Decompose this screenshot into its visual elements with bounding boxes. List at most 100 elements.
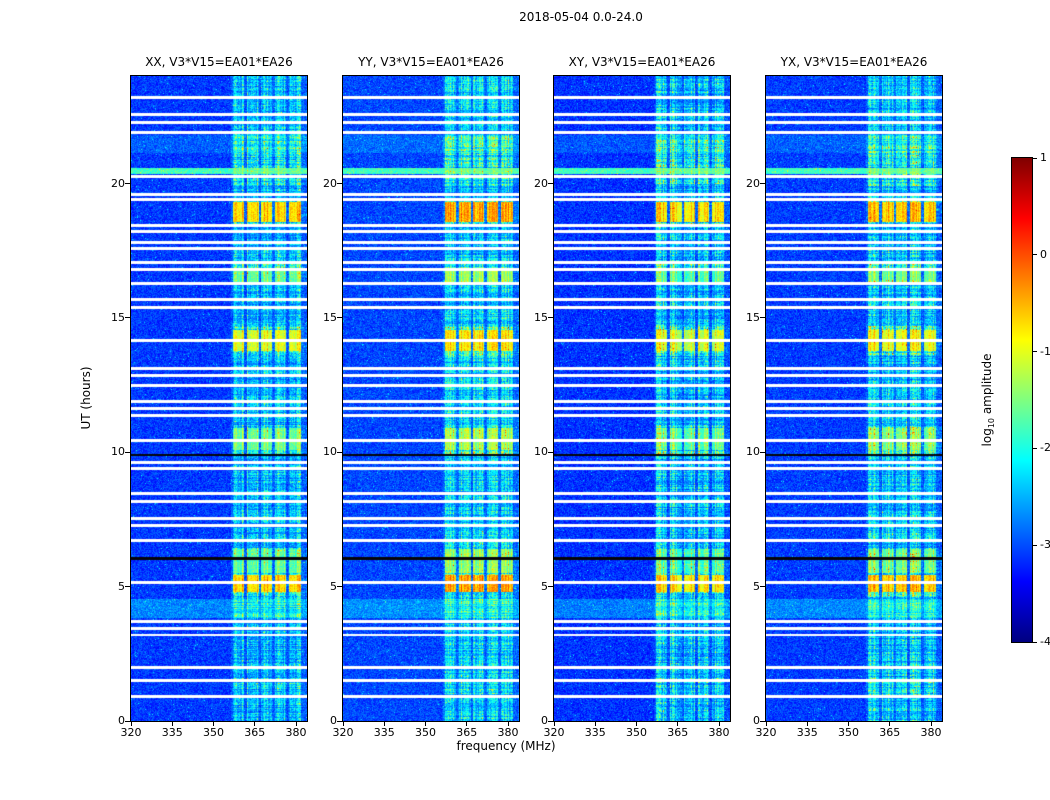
- y-tick-mark: [337, 317, 342, 319]
- y-tick-mark: [337, 451, 342, 453]
- colorbar-gradient: [1012, 158, 1032, 642]
- colorbar-tick-mark: [1033, 447, 1037, 449]
- x-tick-mark: [930, 722, 932, 726]
- y-tick-mark: [337, 720, 342, 722]
- spectrogram-canvas-yx: [766, 76, 942, 721]
- x-tick-label: 335: [373, 726, 395, 739]
- colorbar-label-prefix: log: [979, 428, 994, 447]
- x-tick-mark: [848, 722, 849, 726]
- y-tick-label: 5: [330, 579, 337, 593]
- colorbar-tick-label: -3: [1040, 538, 1050, 552]
- colorbar-tick-mark: [1033, 254, 1037, 256]
- colorbar-label-sub: 10: [987, 417, 997, 429]
- x-tick-mark: [295, 722, 297, 726]
- x-tick-mark: [677, 722, 679, 726]
- x-tick-mark: [594, 722, 596, 726]
- spectrogram-canvas-xy: [554, 76, 730, 721]
- y-tick-label: 5: [541, 579, 548, 593]
- colorbar-tick-mark: [1033, 157, 1037, 159]
- y-tick-label: 10: [323, 445, 337, 459]
- y-tick-mark: [760, 720, 765, 722]
- panel-title-yy: YY, V3*V15=EA01*EA26: [358, 55, 504, 69]
- spectrogram-panel-yx: [765, 75, 943, 722]
- y-tick-mark: [125, 317, 130, 319]
- colorbar-tick-label: 0: [1040, 247, 1047, 261]
- x-tick-label: 380: [497, 726, 519, 739]
- x-tick-label: 335: [161, 726, 183, 739]
- colorbar-label-suffix: amplitude: [979, 353, 994, 418]
- x-tick-label: 365: [879, 726, 901, 739]
- colorbar-tick-label: -4: [1040, 635, 1050, 648]
- panel-title-xy: XY, V3*V15=EA01*EA26: [568, 55, 716, 69]
- y-tick-label: 0: [753, 714, 760, 727]
- x-tick-mark: [213, 722, 214, 726]
- x-tick-label: 320: [332, 726, 354, 739]
- x-tick-label: 335: [796, 726, 818, 739]
- x-tick-label: 380: [708, 726, 730, 739]
- x-tick-label: 380: [920, 726, 942, 739]
- x-tick-mark: [889, 722, 891, 726]
- y-tick-label: 15: [746, 310, 760, 324]
- panel-title-xx: XX, V3*V15=EA01*EA26: [145, 55, 293, 69]
- x-tick-mark: [383, 722, 385, 726]
- y-tick-mark: [548, 720, 553, 722]
- y-tick-label: 15: [323, 310, 337, 324]
- y-tick-mark: [760, 586, 765, 588]
- y-tick-label: 0: [330, 714, 337, 727]
- x-axis-label: frequency (MHz): [456, 739, 556, 753]
- x-tick-mark: [806, 722, 808, 726]
- colorbar-tick-mark: [1033, 351, 1037, 353]
- y-tick-mark: [337, 586, 342, 588]
- y-tick-mark: [125, 451, 130, 453]
- y-tick-mark: [125, 183, 130, 184]
- y-tick-mark: [548, 183, 553, 184]
- y-tick-label: 20: [534, 176, 548, 190]
- y-tick-mark: [125, 586, 130, 588]
- x-tick-label: 365: [244, 726, 266, 739]
- y-tick-label: 0: [118, 714, 125, 727]
- colorbar-tick-label: 1: [1040, 151, 1047, 164]
- colorbar-label: log10 amplitude: [980, 354, 996, 447]
- spectrogram-canvas-yy: [343, 76, 519, 721]
- colorbar-tick-label: -1: [1040, 344, 1050, 358]
- x-tick-label: 350: [838, 726, 859, 739]
- colorbar-tick-label: -2: [1040, 441, 1050, 455]
- y-tick-label: 15: [534, 310, 548, 324]
- y-tick-label: 10: [746, 445, 760, 459]
- x-tick-label: 365: [456, 726, 478, 739]
- y-tick-mark: [548, 451, 553, 453]
- x-tick-mark: [718, 722, 720, 726]
- x-tick-mark: [466, 722, 468, 726]
- y-tick-label: 10: [111, 445, 125, 459]
- x-tick-mark: [553, 722, 555, 726]
- x-tick-label: 380: [285, 726, 307, 739]
- x-tick-mark: [507, 722, 509, 726]
- y-tick-mark: [760, 317, 765, 319]
- y-tick-label: 5: [753, 579, 760, 593]
- spectrogram-canvas-xx: [131, 76, 307, 721]
- x-tick-label: 365: [667, 726, 689, 739]
- x-tick-mark: [171, 722, 173, 726]
- x-tick-label: 350: [203, 726, 224, 739]
- y-tick-label: 10: [534, 445, 548, 459]
- x-tick-mark: [425, 722, 426, 726]
- y-tick-mark: [125, 720, 130, 722]
- spectrogram-panel-xy: [553, 75, 731, 722]
- y-axis-label: UT (hours): [79, 366, 93, 430]
- x-tick-label: 350: [626, 726, 647, 739]
- x-tick-mark: [765, 722, 767, 726]
- y-tick-mark: [548, 317, 553, 319]
- x-tick-label: 320: [543, 726, 565, 739]
- spectrogram-panel-xx: [130, 75, 308, 722]
- colorbar-tick-mark: [1033, 641, 1037, 643]
- x-tick-mark: [342, 722, 344, 726]
- y-tick-label: 0: [541, 714, 548, 727]
- colorbar-tick-mark: [1033, 544, 1037, 546]
- y-tick-label: 5: [118, 579, 125, 593]
- y-tick-label: 20: [323, 176, 337, 190]
- y-tick-label: 20: [746, 176, 760, 190]
- x-tick-label: 320: [755, 726, 777, 739]
- y-tick-mark: [760, 183, 765, 184]
- x-tick-mark: [254, 722, 256, 726]
- y-tick-label: 15: [111, 310, 125, 324]
